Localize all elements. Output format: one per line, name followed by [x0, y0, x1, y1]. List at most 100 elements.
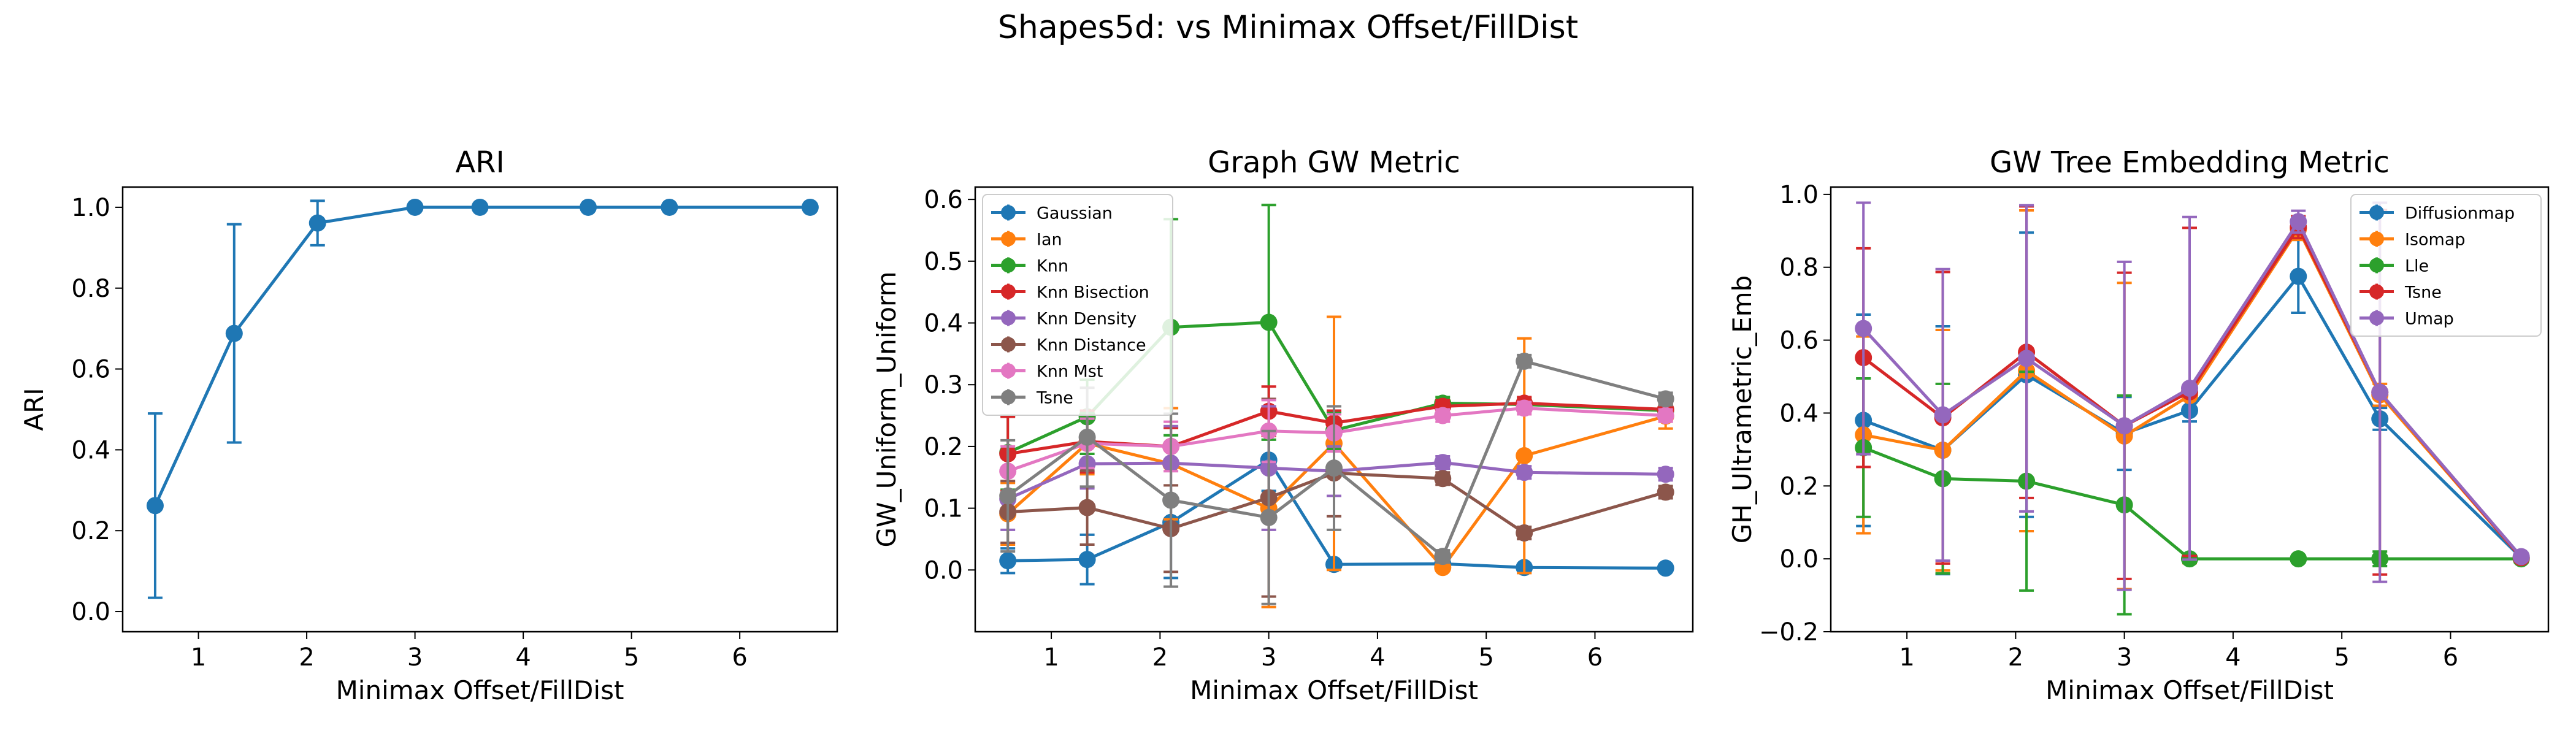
y-tick-label: 0.6: [924, 186, 963, 214]
y-tick-label: 0.5: [924, 248, 963, 276]
legend-marker: [1001, 364, 1016, 378]
data-point: [580, 199, 597, 216]
data-point: [1855, 320, 1872, 337]
legend-label: Knn Density: [1037, 310, 1137, 329]
chart-panel-3: GW Tree Embedding MetricMinimax Offset/F…: [1727, 145, 2548, 705]
y-tick-label: 0.2: [924, 433, 963, 461]
data-point: [1434, 548, 1451, 565]
data-point: [1260, 509, 1278, 526]
y-tick-label: 0.0: [1779, 545, 1819, 573]
x-tick-label: 5: [1478, 643, 1493, 672]
y-tick-label: 0.6: [71, 356, 110, 384]
data-point: [2018, 350, 2035, 367]
x-tick-label: 2: [1152, 643, 1168, 672]
legend-label: Lle: [2405, 257, 2429, 276]
data-point: [1657, 466, 1674, 483]
y-tick-label: 0.8: [71, 275, 110, 303]
legend-marker: [1001, 311, 1016, 326]
x-tick-label: 4: [515, 643, 531, 672]
legend-label: Umap: [2405, 310, 2454, 329]
y-tick-label: 0.2: [71, 517, 110, 545]
legend-marker: [1001, 390, 1016, 405]
data-point: [1516, 399, 1533, 416]
data-point: [2371, 384, 2388, 401]
legend-marker: [1001, 232, 1016, 247]
legend-marker: [1001, 285, 1016, 299]
legend-marker: [2369, 205, 2384, 220]
x-axis-label: Minimax Offset/FillDist: [336, 675, 624, 705]
y-tick-label: 0.0: [71, 598, 110, 626]
y-axis-label: GW_Uniform_Uniform: [872, 272, 902, 548]
x-tick-label: 3: [1261, 643, 1276, 672]
x-tick-label: 6: [732, 643, 747, 672]
x-tick-label: 4: [2225, 643, 2241, 672]
y-tick-label: 0.6: [1779, 327, 1819, 355]
data-point: [1325, 459, 1343, 477]
data-point: [472, 199, 489, 216]
plot-area: [147, 199, 819, 598]
data-point: [1162, 492, 1179, 509]
legend: Diffusionmap Isomap Lle Tsne Umap: [2351, 194, 2541, 336]
series-line: [1008, 473, 1666, 533]
data-point: [1434, 470, 1451, 487]
data-point: [661, 199, 678, 216]
x-tick-label: 2: [299, 643, 314, 672]
data-point: [1516, 447, 1533, 464]
y-tick-label: 0.8: [1779, 254, 1819, 282]
x-tick-label: 6: [2443, 643, 2458, 672]
x-tick-label: 4: [1370, 643, 1385, 672]
data-point: [309, 215, 326, 232]
legend-label: Knn Bisection: [1037, 283, 1149, 302]
x-tick-label: 1: [191, 643, 206, 672]
data-point: [407, 199, 424, 216]
panels: ARI Minimax Offset/FillDist ARI 1 2 3 4 5 6 0.0 0.…: [19, 145, 2548, 705]
data-point: [1434, 454, 1451, 471]
x-tick-label: 3: [2117, 643, 2132, 672]
data-point: [1516, 353, 1533, 370]
legend-label: Knn Mst: [1037, 362, 1103, 381]
y-tick-label: 0.4: [71, 436, 110, 464]
y-tick-label: 1.0: [1779, 181, 1819, 209]
chart-panel-2: Graph GW Metric Minimax Offset/FillDist GW…: [872, 145, 1693, 705]
data-point: [1434, 407, 1451, 424]
data-point: [2290, 550, 2307, 567]
x-tick-label: 1: [1899, 643, 1914, 672]
legend-label: Knn Distance: [1037, 336, 1146, 355]
data-point: [147, 497, 164, 514]
legend: GaussianIanKnnKnn BisectionKnn DensityKn…: [983, 194, 1173, 415]
legend-marker: [2369, 285, 2384, 299]
legend-label: Gaussian: [1037, 204, 1113, 223]
y-axis-label: ARI: [19, 388, 49, 431]
x-tick-label: 5: [2334, 643, 2349, 672]
data-point: [2290, 268, 2307, 285]
legend-marker: [2369, 232, 2384, 247]
x-tick-label: 3: [407, 643, 423, 672]
legend-label: Isomap: [2405, 231, 2466, 250]
legend-label: Diffusionmap: [2405, 204, 2515, 223]
chart-title: ARI: [455, 145, 504, 180]
chart-panel-1: ARIMinimax Offset/FillDistARI1 2 3 4 5 60.00.…: [19, 145, 837, 705]
y-tick-label: 1.0: [71, 194, 110, 222]
series-line: [155, 207, 810, 505]
legend-marker: [2369, 311, 2384, 326]
legend-marker: [1001, 205, 1016, 220]
y-tick-label: 0.4: [1779, 399, 1819, 427]
chart-title: GW Tree Embedding Metric: [1990, 145, 2390, 180]
data-point: [2513, 548, 2530, 565]
data-point: [226, 325, 243, 342]
data-point: [2290, 213, 2307, 230]
x-tick-label: 6: [1587, 643, 1603, 672]
data-point: [1657, 407, 1674, 424]
data-point: [1516, 524, 1533, 542]
data-point: [999, 552, 1016, 569]
data-point: [1934, 406, 1952, 423]
data-point: [999, 487, 1016, 504]
legend-label: Tsne: [2404, 283, 2442, 302]
y-tick-label: 0.3: [924, 371, 963, 399]
x-axis-label: Minimax Offset/FillDist: [1190, 675, 1478, 705]
series-line: [1863, 448, 2521, 559]
chart-title: Graph GW Metric: [1208, 145, 1460, 180]
figure-title: Shapes5d: vs Minimax Offset/FillDist: [998, 9, 1578, 46]
y-tick-label: 0.4: [924, 310, 963, 338]
